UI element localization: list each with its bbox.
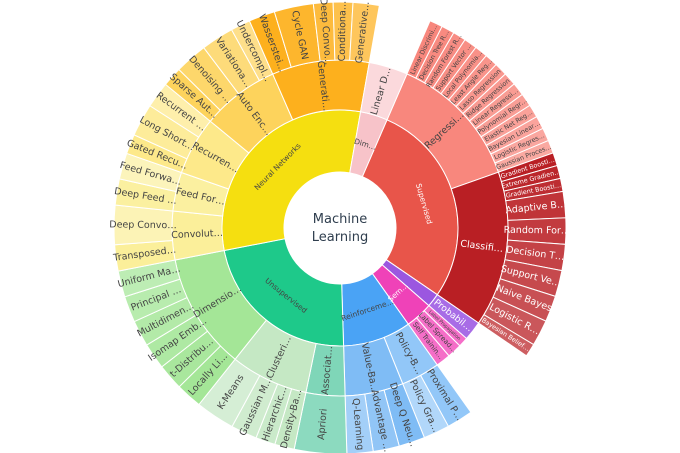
label-deep-convolutional-network-dcn: Deep Convo…	[109, 219, 177, 231]
label-random-forest-classification: Random For…	[504, 225, 571, 237]
label-convolutional-neural-networks: Convolut…	[171, 228, 223, 241]
sunburst-segments	[113, 1, 567, 453]
center-hole	[284, 172, 396, 284]
center-label-line2: Learning	[312, 230, 368, 245]
label-association: Associat…	[320, 346, 335, 396]
label-deep-convolutional-gan-dcgan: Deep Convo…	[317, 0, 333, 66]
segment-linear-discriminant-analysis-lda[interactable]	[359, 61, 408, 121]
label-apriori: Apriori	[316, 408, 330, 440]
label-conditional-gan-cgan: Conditiona…	[337, 1, 349, 62]
center-label-line1: Machine	[313, 212, 367, 227]
label-q-learning: Q-Learning	[350, 398, 366, 451]
